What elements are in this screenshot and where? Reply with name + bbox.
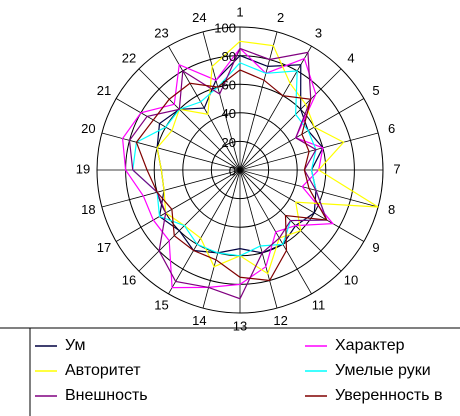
r-tick-label: 60	[222, 78, 236, 93]
category-label: 15	[154, 297, 168, 312]
r-tick-label: 20	[222, 135, 236, 150]
r-tick-label: 0	[229, 163, 236, 178]
spoke	[239, 31, 278, 171]
series-line	[132, 62, 328, 257]
category-label: 2	[277, 10, 284, 25]
spoke	[101, 169, 241, 208]
spoke	[115, 169, 241, 242]
category-label: 12	[273, 313, 287, 328]
r-tick-label: 80	[222, 49, 236, 64]
legend-label: Авторитет	[65, 362, 141, 379]
category-label: 1	[236, 4, 243, 19]
spoke	[168, 169, 241, 295]
category-label: 3	[315, 25, 322, 40]
category-label: 7	[393, 161, 400, 176]
series-line	[135, 69, 328, 282]
category-label: 14	[192, 313, 206, 328]
r-tick-label: 40	[222, 106, 236, 121]
category-label: 4	[347, 50, 354, 65]
spoke	[202, 31, 241, 171]
spoke	[239, 45, 312, 171]
spoke	[138, 169, 241, 272]
category-label: 5	[372, 83, 379, 98]
legend-label: Внешность	[65, 387, 148, 404]
spoke	[115, 98, 241, 171]
spoke	[239, 169, 365, 242]
spoke	[101, 132, 241, 171]
series-line	[128, 47, 328, 300]
category-label: 9	[372, 240, 379, 255]
spoke	[239, 68, 342, 171]
category-label: 20	[81, 121, 95, 136]
category-label: 18	[81, 202, 95, 217]
spoke	[202, 169, 241, 309]
legend-label: Ум	[65, 337, 85, 354]
category-label: 17	[97, 240, 111, 255]
category-label: 11	[312, 297, 326, 312]
category-label: 8	[388, 202, 395, 217]
category-label: 19	[76, 161, 90, 176]
spoke	[239, 169, 278, 309]
category-label: 23	[154, 25, 168, 40]
category-label: 16	[122, 272, 136, 287]
r-tick-label: 100	[214, 20, 236, 35]
category-label: 24	[192, 10, 206, 25]
legend-label: Уверенность в	[335, 387, 442, 404]
category-label: 22	[122, 50, 136, 65]
category-label: 21	[97, 83, 111, 98]
spoke	[138, 68, 241, 171]
category-label: 13	[233, 318, 247, 333]
category-label: 6	[388, 121, 395, 136]
legend-label: Умелые руки	[335, 362, 431, 379]
legend-label: Характер	[335, 337, 405, 354]
category-label: 10	[344, 272, 358, 287]
